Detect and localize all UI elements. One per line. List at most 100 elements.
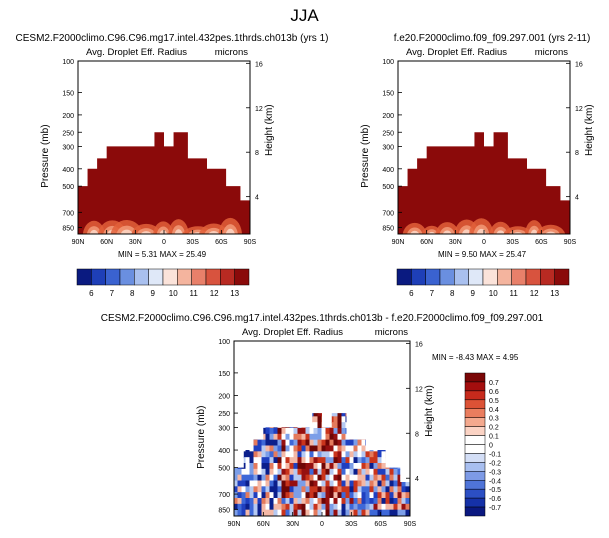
panel-2-cell [306,364,311,371]
panel-2-cell [341,480,347,488]
panel-2-cell [401,422,407,429]
panel-0-stats: MIN = 5.31 MAX = 25.49 [118,250,207,259]
panel-2-cell [402,352,407,359]
panel-2-cell [354,376,359,383]
panel-2-cell [398,381,403,388]
panel-2-cell [266,376,271,383]
panel-2-cell [350,399,355,406]
panel-2-colorbar-box [464,497,486,508]
panel-2-cell [357,445,363,453]
panel-2-cell [361,457,367,464]
panel-2-cell [254,405,259,412]
panel-2-cell [365,509,371,516]
panel-2-cell [282,405,287,412]
panel-2-cell [261,498,267,505]
panel-2-cell [286,381,291,388]
panel-2-cell [405,509,410,516]
panel-2-cell [357,503,363,511]
panel-2-cell [245,498,251,505]
panel-2-cell [338,352,343,359]
panel-0-surface-contour [171,225,186,234]
panel-2-cell [398,358,403,365]
panel-2-cell [250,405,255,412]
panel-2-cell [385,474,391,482]
panel-2-cell [377,457,383,464]
panel-0-colorbar-box [134,268,149,286]
panel-2-cell [333,413,339,418]
panel-2-cell [386,405,391,412]
panel-2-cell [289,509,295,516]
panel-2-cell [333,422,339,429]
panel-2-cell [242,341,247,348]
panel-2-cell [390,352,395,359]
panel-2-cell [389,439,395,447]
panel-2-cell [281,445,287,453]
panel-2-cell [253,445,259,453]
panel-2-cell [326,358,331,365]
panel-2-cell [273,480,279,488]
panel-2-cell [285,509,291,516]
panel-2-cell [377,474,383,482]
panel-2-cell [278,346,283,353]
panel-0-colorbar-label: 11 [190,289,199,298]
panel-2-cell [394,370,399,377]
panel-2-cell [285,433,291,441]
panel-1-colorbar-label: 8 [450,289,455,298]
panel-0-surface-contour [131,223,162,234]
panel-2-cell [349,463,355,470]
panel-2-cell [305,480,311,488]
panel-2-cell [302,381,307,388]
panel-1-field-fill [398,132,570,234]
panel-2-cell [293,416,299,424]
panel-1-xtick-label: 30S [506,239,519,246]
panel-2-cell [370,381,375,388]
panel-2-cell [378,370,383,377]
panel-2-cell [313,480,319,488]
panel-2-cell [349,474,355,482]
panel-2-cell [281,451,287,459]
panel-2-cell [333,445,339,453]
panel-0-ytick-label: 200 [62,113,74,120]
panel-2-cell [282,358,287,365]
panel-2-cell [337,503,343,511]
panel-2-cell [237,422,243,429]
panel-2-cell [289,433,295,441]
panel-0-ylabel: Pressure (mb) [40,124,51,187]
panel-2-cell [394,376,399,383]
panel-2-cell [389,413,395,418]
panel-2-cell [342,370,347,377]
panel-1-surface-contour [536,224,566,234]
panel-2-cell [266,381,271,388]
panel-2-cell [262,381,267,388]
panel-0-ytick-label: 150 [62,91,74,98]
panel-2-cell [282,352,287,359]
panel-2-cell [321,492,327,499]
panel-2-cell [382,346,387,353]
panel-2-cell [373,413,379,418]
panel-2-cell [333,480,339,488]
panel-2-cell [325,451,331,459]
panel-2-cell [401,445,407,453]
panel-2-cell [297,474,303,482]
panel-2-cell [357,457,363,464]
panel-2-cell [397,468,403,476]
panel-2-cell [321,413,327,418]
panel-2-cell [281,463,287,470]
panel-2-cell [345,428,351,435]
panel-2-cell [361,474,367,482]
panel-2-cell [398,352,403,359]
panel-2-cell [278,405,283,412]
panel-2-cell [325,413,331,418]
panel-0-colorbar-box [205,268,221,286]
panel-2-cell [270,358,275,365]
panel-2-cell [342,376,347,383]
panel-2-cell [334,405,339,412]
panel-2-cell [266,405,271,412]
panel-2-cell [317,445,323,453]
panel-2-cell [345,498,351,505]
panel-2-cell [397,457,403,464]
panel-2-cell [261,451,267,459]
panel-2-cell [354,364,359,371]
panel-2-cell [310,364,315,371]
panel-2-cell [313,445,319,453]
